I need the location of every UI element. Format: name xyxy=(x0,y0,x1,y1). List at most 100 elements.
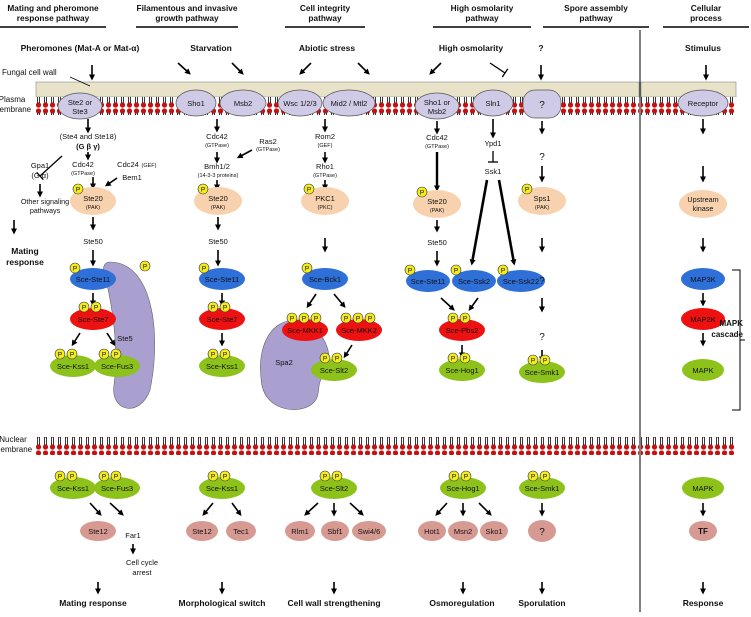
ste12-tf xyxy=(80,521,116,541)
kinase-node xyxy=(199,355,245,377)
ste20-pak xyxy=(194,187,242,215)
phospho-p-label: P xyxy=(452,474,456,481)
phospho-p-badge xyxy=(207,301,219,313)
lipid-bilayer xyxy=(641,437,736,455)
arrow xyxy=(429,62,442,75)
phospho-p-badge xyxy=(303,183,315,195)
phospho-p-badge xyxy=(459,352,471,364)
arrow xyxy=(435,502,448,516)
label-c4-ste50: Ste50 xyxy=(427,238,447,247)
phospho-p-badge xyxy=(298,312,310,324)
kinase-node xyxy=(199,477,245,499)
phospho-p-label: P xyxy=(202,266,206,273)
label-c2-ras_gtp: (GTPase) xyxy=(256,147,280,153)
label-c6-kinase-0: Upstream xyxy=(687,195,718,204)
tec1-tf xyxy=(226,521,256,541)
phospho-p-label: P xyxy=(102,352,106,359)
phospho-p-badge xyxy=(98,470,110,482)
kinase-node xyxy=(439,359,485,381)
label-c5-smk1: Sce-Smk1 xyxy=(525,368,560,377)
phospho-p-label: P xyxy=(525,187,529,194)
arrow xyxy=(478,502,492,516)
tf-label: TF xyxy=(698,527,708,536)
phospho-p-label: P xyxy=(531,358,535,365)
phospho-p-label: P xyxy=(114,352,118,359)
phospho-p-badge xyxy=(54,470,66,482)
label-c1-kss1n: Sce-Kss1 xyxy=(57,484,89,493)
arrow xyxy=(89,502,102,516)
kinase-node xyxy=(50,355,96,377)
phospho-p-label: P xyxy=(464,474,468,481)
arrow-thick xyxy=(497,179,517,266)
plasma-membrane-label: Plasma xyxy=(0,95,26,104)
kinase-node xyxy=(336,319,382,341)
phospho-p-badge xyxy=(110,470,122,482)
phospho-p-badge xyxy=(340,312,352,324)
phospho-p-label: P xyxy=(463,356,467,363)
receptor-wsc-label: Wsc 1/2/3 xyxy=(283,99,316,108)
ste12-tf xyxy=(186,521,218,541)
spa2-label: Spa2 xyxy=(275,358,293,367)
label-c4-ssk22: Sce-Ssk22 xyxy=(503,277,539,286)
receptor-mid2-mtl2-label: Mid2 / Mtl2 xyxy=(331,99,368,108)
arrow-thick xyxy=(469,179,489,266)
label-c3-sbf1: Sbf1 xyxy=(327,527,342,536)
phospho-p-badge xyxy=(72,183,84,195)
phospho-p-badge xyxy=(66,348,78,360)
phospho-p-badge xyxy=(331,352,343,364)
stimulus-5: Stimulus xyxy=(685,43,721,53)
phospho-p-badge xyxy=(301,262,313,274)
label-c1-far1: Far1 xyxy=(125,531,140,540)
phospho-p-label: P xyxy=(420,190,424,197)
receptor-generic-label: Receptor xyxy=(688,99,719,108)
phospho-p-label: P xyxy=(223,474,227,481)
phospho-p-badge xyxy=(78,301,90,313)
label-c1-fus3n: Sce-Fus3 xyxy=(101,484,133,493)
kinase-node xyxy=(519,477,565,499)
phospho-p-label: P xyxy=(451,316,455,323)
phospho-p-badge xyxy=(54,348,66,360)
phospho-p-label: P xyxy=(302,316,306,323)
phospho-p-badge xyxy=(539,354,551,366)
tf-node xyxy=(689,521,717,541)
label-c1-gpa1: Gpa1 xyxy=(31,161,49,170)
mating-response-label: response xyxy=(6,257,44,267)
phospho-p-label: P xyxy=(307,187,311,194)
header-1: Filamentous and invasive growth pathway xyxy=(137,3,238,23)
stimulus-4: ? xyxy=(538,43,543,53)
label-c1-kss1: Sce-Kss1 xyxy=(57,362,89,371)
mapk-cascade-bracket xyxy=(732,269,745,411)
label-c1-ste4: (Ste4 and Ste18) xyxy=(60,132,117,141)
inhibit-line xyxy=(39,155,63,177)
arrow xyxy=(104,177,118,187)
label-c4-hog1: Sce-Hog1 xyxy=(445,366,478,375)
label-c2-pak: (PAK) xyxy=(211,205,225,211)
sbf1-tf xyxy=(321,521,349,541)
label-c3-swi: Swi4/6 xyxy=(358,527,381,536)
rlm1-tf xyxy=(285,521,315,541)
phospho-p-badge xyxy=(521,183,533,195)
label-c1-ste20: Ste20 xyxy=(83,194,103,203)
phospho-p-badge xyxy=(219,348,231,360)
label-c3-rlm1: Rlm1 xyxy=(291,527,309,536)
arrow xyxy=(357,62,370,75)
phospho-p-badge xyxy=(404,264,416,276)
phospho-p-label: P xyxy=(102,474,106,481)
receptor-unknown-label: ? xyxy=(539,100,545,111)
phospho-p-badge xyxy=(459,312,471,324)
phospho-p-label: P xyxy=(223,352,227,359)
phospho-p-label: P xyxy=(143,264,147,271)
phospho-p-badge xyxy=(527,470,539,482)
label-c2-ste50: Ste50 xyxy=(208,237,228,246)
label-c4-ste20: Ste20 xyxy=(427,197,447,206)
phospho-p-badge xyxy=(352,312,364,324)
phospho-p-label: P xyxy=(501,268,505,275)
label-c5-sps1: Sps1 xyxy=(533,194,550,203)
label-c2-ras2: Ras2 xyxy=(259,137,277,146)
label-c4-pak: (PAK) xyxy=(430,208,444,214)
mating-response-output: Mating response xyxy=(59,598,127,608)
label-c1-ste7: Sce-Ste7 xyxy=(78,315,109,324)
label-c3-pkc: (PKC) xyxy=(318,205,333,211)
phospho-p-badge xyxy=(310,312,322,324)
arrow xyxy=(106,332,116,347)
